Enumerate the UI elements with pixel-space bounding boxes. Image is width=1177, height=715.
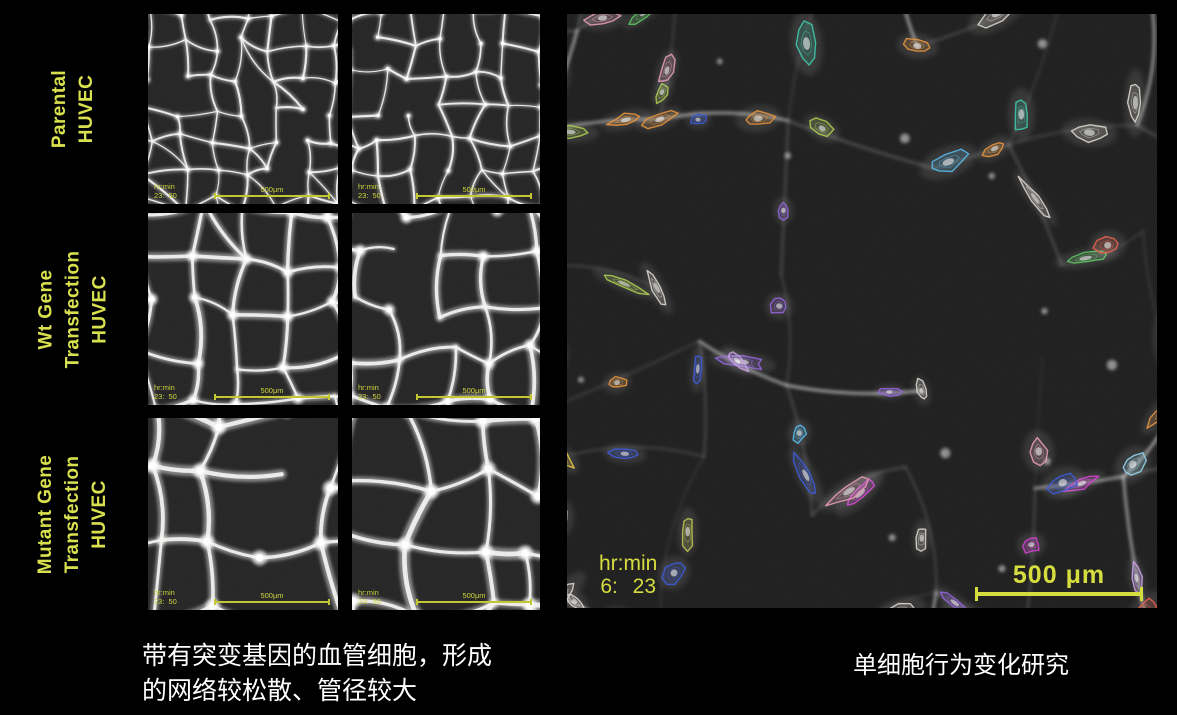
tube-network-image	[352, 14, 540, 204]
scale-bar-label: 500 μm	[1012, 561, 1106, 589]
timestamp-label: hr:min	[154, 182, 175, 191]
scale-bar-label: 500μm	[260, 185, 284, 194]
single-cell-tracking-image: hr:min 6: 23 500 μm	[567, 14, 1157, 608]
scale-bar: 500μm	[214, 386, 330, 400]
micrograph-wt-1: hr:min 23: 50 500μm	[148, 213, 338, 405]
micrograph-parental-2: hr:min 23: 50 500μm	[352, 14, 540, 204]
scale-bar: 500μm	[416, 591, 532, 605]
timestamp-value: 23: 50	[358, 392, 381, 401]
tube-network-image	[148, 213, 338, 405]
timestamp-overlay: hr:min 6: 23	[599, 552, 657, 598]
timestamp-overlay: hr:min 23: 50	[358, 588, 381, 606]
scale-bar-line	[416, 193, 532, 199]
tracked-cells-image	[567, 14, 1157, 608]
scale-bar: 500μm	[214, 185, 330, 199]
timestamp-value: 23: 50	[154, 392, 177, 401]
micrograph-parental-1: hr:min 23: 50 500μm	[148, 14, 338, 204]
timestamp-overlay: hr:min 23: 50	[358, 182, 381, 200]
scale-bar-line	[214, 599, 330, 605]
micrograph-mutant-1: hr:min 23: 50 500μm	[148, 418, 338, 610]
scale-bar: 500 μm	[975, 561, 1143, 601]
scale-bar-label: 500μm	[462, 185, 486, 194]
row-label-text: Parental HUVEC	[49, 69, 97, 149]
scale-bar-line	[416, 599, 532, 605]
row-label-parental-huvec: Parental HUVEC	[0, 14, 146, 204]
timestamp-value: 23: 50	[358, 191, 381, 200]
tube-network-image	[148, 418, 338, 610]
timestamp-overlay: hr:min 23: 50	[358, 383, 381, 401]
timestamp-overlay: hr:min 23: 50	[154, 588, 177, 606]
timestamp-overlay: hr:min 23: 50	[154, 182, 177, 200]
row-label-text: Mutant Gene Transfection HUVEC	[35, 454, 111, 574]
timestamp-label: hr:min	[599, 552, 658, 575]
timestamp-label: hr:min	[358, 588, 379, 597]
timestamp-value: 23: 50	[358, 597, 381, 606]
timestamp-value: 23: 50	[154, 191, 177, 200]
timestamp-label: hr:min	[358, 182, 379, 191]
tube-network-image	[352, 213, 540, 405]
scale-bar: 500μm	[416, 386, 532, 400]
row-label-wt-gene-huvec: Wt Gene Transfection HUVEC	[0, 213, 146, 405]
timestamp-label: hr:min	[358, 383, 379, 392]
scale-bar: 500μm	[416, 185, 532, 199]
timestamp-label: hr:min	[154, 588, 175, 597]
scale-bar-line	[214, 394, 330, 400]
timestamp-overlay: hr:min 23: 50	[154, 383, 177, 401]
micrograph-mutant-2: hr:min 23: 50 500μm	[352, 418, 540, 610]
row-label-mutant-gene-huvec: Mutant Gene Transfection HUVEC	[0, 418, 146, 610]
timestamp-value: 6: 23	[600, 575, 657, 598]
micrograph-wt-2: hr:min 23: 50 500μm	[352, 213, 540, 405]
tube-network-image	[148, 14, 338, 204]
scale-bar-line	[975, 587, 1143, 601]
scale-bar-label: 500μm	[260, 386, 284, 395]
row-label-text: Wt Gene Transfection HUVEC	[35, 250, 111, 368]
scale-bar-label: 500μm	[260, 591, 284, 600]
scale-bar-label: 500μm	[462, 591, 486, 600]
timestamp-value: 23: 50	[154, 597, 177, 606]
scale-bar-line	[214, 193, 330, 199]
scale-bar: 500μm	[214, 591, 330, 605]
scale-bar-line	[416, 394, 532, 400]
scale-bar-label: 500μm	[462, 386, 486, 395]
timestamp-label: hr:min	[154, 383, 175, 392]
caption-single-cell-study: 单细胞行为变化研究	[853, 652, 1069, 679]
tube-network-image	[352, 418, 540, 610]
caption-mutant-network: 带有突变基因的血管细胞，形成 的网络较松散、管径较大	[142, 642, 493, 705]
